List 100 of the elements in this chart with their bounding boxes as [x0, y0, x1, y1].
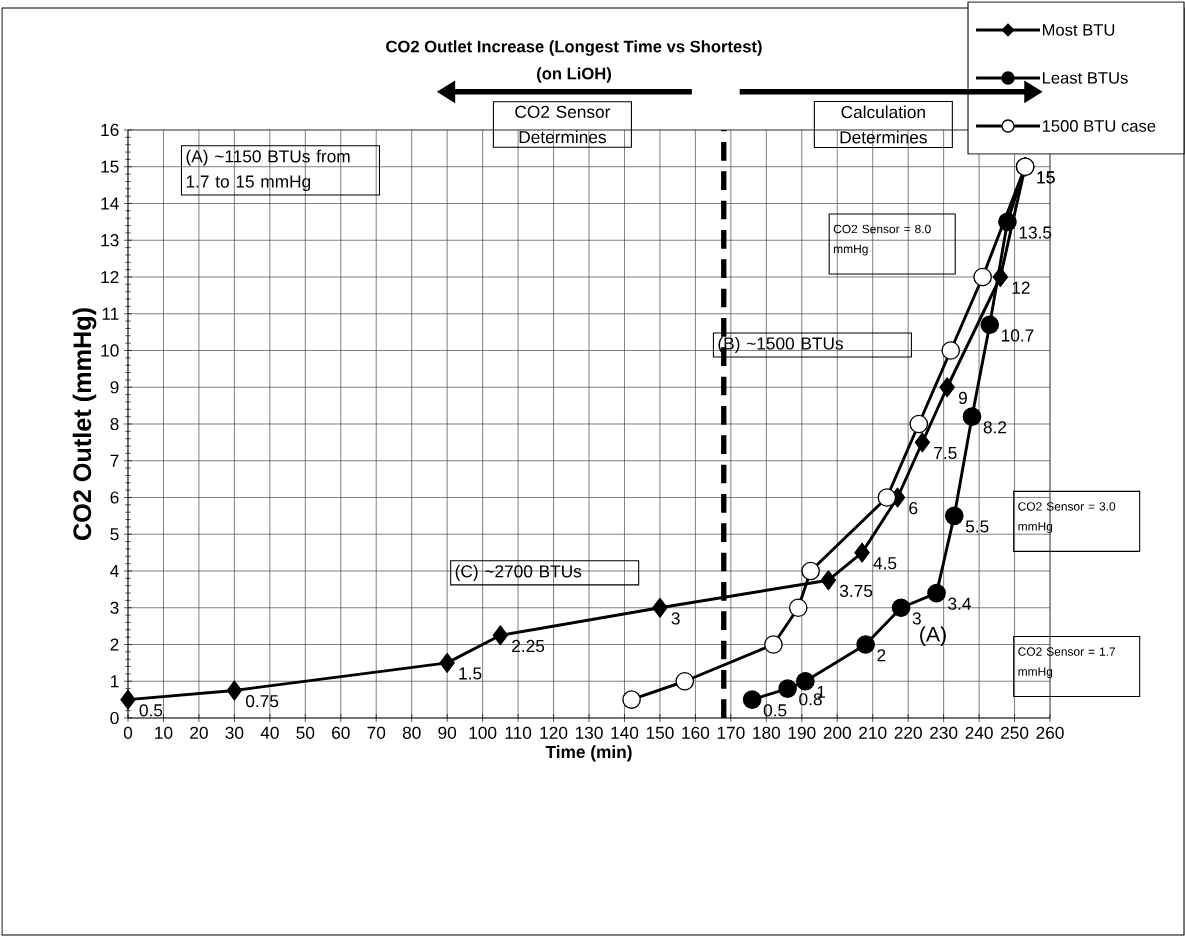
chart-title: CO2 Outlet Increase (Longest Time vs Shortest) — [386, 40, 762, 56]
x-tick-label: 0 — [123, 726, 133, 739]
point — [788, 598, 808, 618]
y-tick-label: 9 — [110, 381, 119, 394]
annotation: CO2 Sensor = 1.7 mmHg — [1018, 647, 1116, 679]
data-label: 2 — [877, 649, 886, 662]
data-label: 0.5 — [139, 704, 163, 717]
annotation: CO2 Sensor = 3.0 mmHg — [1018, 502, 1116, 533]
data-label: 13.5 — [1019, 226, 1052, 239]
y-tick-label: 8 — [110, 417, 119, 431]
y-tick-label: 12 — [101, 270, 119, 284]
point — [856, 635, 875, 654]
x-axis-title: Time (min) — [545, 745, 632, 762]
x-tick-label: 140 — [611, 726, 639, 739]
y-tick-label: 2 — [110, 638, 119, 651]
x-tick-label: 160 — [682, 726, 710, 739]
x-tick-label: 130 — [575, 726, 603, 739]
point — [992, 266, 1009, 287]
data-label: 2.25 — [512, 639, 545, 653]
data-label: 10.7 — [1001, 329, 1034, 342]
data-label: 4.5 — [873, 557, 897, 570]
annotation: CO2 Sensor Determines — [515, 105, 611, 144]
point — [439, 652, 455, 673]
chart-subtitle: (on LiOH) — [537, 67, 611, 83]
data-label: 5.5 — [965, 520, 989, 533]
y-tick-label: 16 — [101, 123, 119, 137]
point — [877, 488, 897, 507]
y-tick-label: 14 — [101, 197, 119, 210]
point — [939, 377, 955, 398]
x-tick-label: 230 — [930, 726, 958, 739]
x-tick-label: 110 — [505, 726, 532, 739]
x-tick-label: 220 — [894, 726, 922, 739]
data-label: 1.5 — [459, 667, 482, 680]
legend-label: Least BTUs — [1042, 72, 1128, 84]
annotation: (C) ~2700 BTUs — [455, 564, 582, 581]
data-label: 7.5 — [934, 447, 957, 460]
annotation: CO2 Sensor = 8.0 mmHg — [833, 224, 931, 256]
x-tick-label: 120 — [540, 726, 568, 739]
point — [120, 689, 136, 710]
x-tick-label: 10 — [155, 726, 173, 739]
x-tick-label: 250 — [1001, 726, 1029, 739]
data-label: 9 — [958, 391, 967, 405]
x-tick-label: 100 — [469, 726, 497, 739]
x-tick-label: 200 — [823, 726, 851, 739]
y-axis-title: CO2 Outlet (mmHg) — [72, 308, 97, 541]
y-tick-label: 3 — [110, 601, 119, 614]
data-label: 3.75 — [839, 584, 873, 597]
point — [962, 407, 982, 426]
y-tick-label: 13 — [101, 234, 119, 247]
data-label: 0.75 — [245, 694, 279, 708]
data-label: 3 — [912, 612, 921, 625]
data-label: 6 — [909, 502, 918, 515]
x-tick-label: 210 — [859, 726, 887, 739]
x-tick-label: 70 — [367, 726, 386, 739]
point — [492, 625, 509, 646]
point — [980, 315, 1000, 335]
x-tick-label: 30 — [225, 726, 244, 739]
point — [973, 267, 992, 287]
point — [944, 506, 964, 526]
x-tick-label: 80 — [402, 726, 421, 739]
annotation: Calculation Determines — [840, 105, 927, 144]
x-tick-label: 180 — [753, 726, 781, 739]
legend-label: 1500 BTU case — [1042, 120, 1156, 132]
x-tick-label: 260 — [1036, 726, 1064, 739]
data-label: 12 — [1012, 281, 1030, 294]
legend-label: Most BTU — [1042, 24, 1115, 36]
point — [778, 679, 797, 698]
point — [998, 212, 1017, 232]
data-label: 0.5 — [763, 704, 787, 717]
point — [622, 690, 641, 709]
annotation: (A) — [920, 626, 946, 646]
data-label: 3.4 — [948, 597, 971, 610]
data-label: 3 — [671, 612, 680, 625]
y-tick-label: 4 — [110, 565, 119, 577]
point — [742, 690, 762, 709]
x-tick-label: 60 — [332, 726, 350, 739]
point — [909, 414, 929, 434]
point — [675, 671, 695, 691]
y-tick-label: 7 — [110, 454, 119, 467]
point — [226, 680, 243, 701]
x-tick-label: 20 — [190, 726, 208, 739]
point — [927, 583, 946, 603]
x-tick-label: 170 — [717, 726, 745, 739]
x-tick-label: 190 — [788, 726, 816, 739]
data-label: 8.2 — [983, 421, 1007, 434]
x-tick-label: 50 — [296, 726, 315, 739]
point — [941, 341, 961, 360]
point — [914, 432, 931, 453]
x-tick-label: 150 — [646, 726, 674, 739]
y-tick-label: 15 — [101, 160, 119, 173]
x-tick-label: 40 — [260, 726, 279, 739]
point — [652, 597, 668, 618]
point — [801, 561, 820, 581]
point — [854, 542, 870, 563]
y-tick-label: 0 — [110, 711, 119, 725]
y-tick-label: 6 — [110, 491, 119, 504]
data-label: 15 — [1037, 171, 1055, 184]
y-tick-label: 10 — [101, 344, 119, 357]
y-tick-label: 5 — [110, 528, 119, 541]
y-tick-label: 11 — [102, 307, 119, 320]
